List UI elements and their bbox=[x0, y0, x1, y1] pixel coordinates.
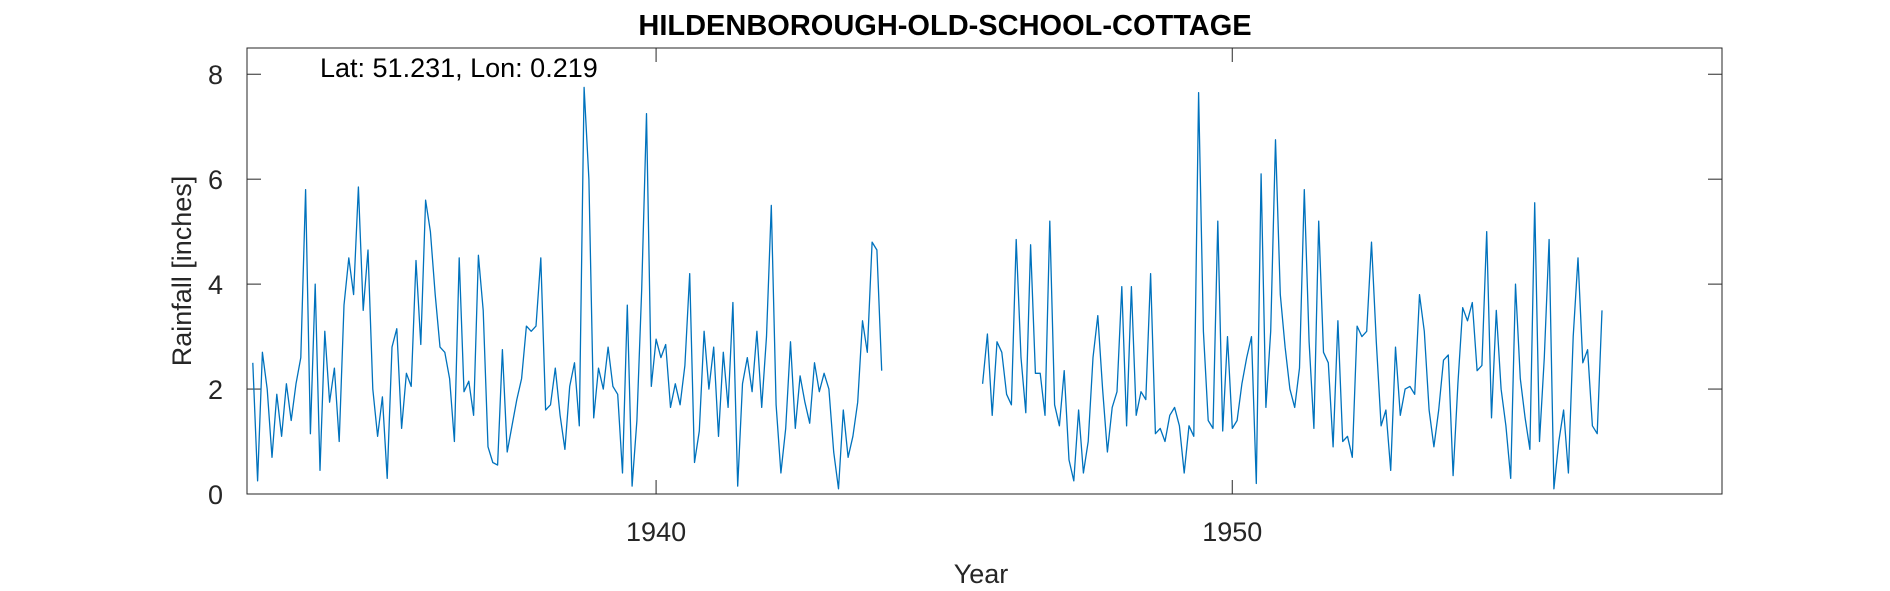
axis-ticks: 0 2 4 6 8 1940 1950 bbox=[208, 48, 1722, 547]
rainfall-line-segment-1 bbox=[252, 86, 883, 490]
location-annotation: Lat: 51.231, Lon: 0.219 bbox=[320, 53, 598, 83]
data-series bbox=[252, 86, 1603, 490]
y-tick-label: 8 bbox=[208, 60, 223, 90]
y-tick-label: 6 bbox=[208, 165, 223, 195]
chart-title: HILDENBOROUGH-OLD-SCHOOL-COTTAGE bbox=[638, 10, 1251, 42]
plot-area bbox=[246, 47, 1723, 495]
y-axis-label: Rainfall [inches] bbox=[167, 176, 197, 367]
y-tick-label: 4 bbox=[208, 270, 223, 300]
rainfall-line-segment-2 bbox=[981, 91, 1603, 490]
x-tick-label: 1950 bbox=[1202, 517, 1262, 547]
y-tick-label: 2 bbox=[208, 375, 223, 405]
y-tick-label: 0 bbox=[208, 480, 223, 510]
x-tick-label: 1940 bbox=[626, 517, 686, 547]
x-axis-label: Year bbox=[954, 559, 1009, 589]
